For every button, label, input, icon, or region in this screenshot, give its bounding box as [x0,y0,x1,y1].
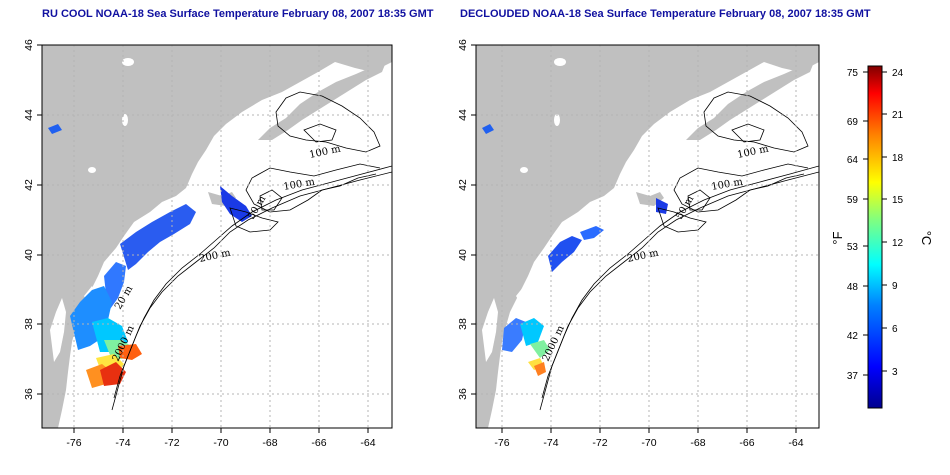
x-tick-label: -68 [690,437,705,449]
left-map-frame [41,44,393,429]
celsius-unit-label: °C [919,231,934,246]
fahrenheit-tick: 69 [847,117,859,128]
land-mass [476,45,819,428]
nova-scotia [686,62,814,140]
y-tick-label: 36 [23,388,35,400]
x-tick-label: -66 [311,437,326,449]
celsius-tick: 24 [892,68,904,79]
y-tick-label: 36 [457,388,469,400]
right-map-panel: 100 m 100 m 50 m 200 m 2000 m -76 -74 -7… [457,39,820,449]
x-tick-label: -68 [262,437,277,449]
grid-lines [476,45,819,428]
celsius-tick: 3 [892,367,898,378]
contour-label: 100 m [711,177,745,193]
x-tick-label: -70 [641,437,656,449]
contour-label: 100 m [736,143,770,160]
x-tick-label: -64 [360,437,375,449]
contour-label: 100 m [283,177,317,193]
land-mass [42,45,392,428]
contour-label: 200 m [626,247,660,264]
colorbar-gradient [867,65,883,409]
fahrenheit-tick: 48 [847,282,859,293]
bathymetry-contours [111,91,392,411]
temperature-colorbar: 75 69 64 59 53 48 42 37 24 21 18 15 12 9… [830,65,934,409]
fahrenheit-unit-label: °F [830,231,845,244]
x-tick-label: -76 [494,437,509,449]
x-tick-label: -72 [164,437,179,449]
x-tick-label: -76 [66,437,81,449]
nova-scotia [258,62,386,140]
left-map-title: RU COOL NOAA-18 Sea Surface Temperature … [42,8,434,20]
grid-lines [42,45,392,428]
y-tick-label: 44 [23,109,35,121]
fahrenheit-tick: 53 [847,242,859,253]
left-map-panel: 100 m 100 m 50 m 200 m 20 m 2000 m -76 -… [23,39,393,449]
fahrenheit-tick: 75 [847,68,859,79]
y-tick-label: 44 [457,109,469,121]
x-tick-label: -72 [592,437,607,449]
y-tick-label: 38 [23,318,35,330]
fahrenheit-tick: 59 [847,195,859,206]
contour-label: 100 m [308,143,342,160]
sst-overlay [482,124,668,376]
fahrenheit-tick: 64 [847,155,859,166]
x-tick-label: -74 [115,437,130,449]
y-tick-label: 46 [457,39,469,51]
y-tick-label: 40 [457,249,469,261]
contour-label: 200 m [198,247,232,264]
fahrenheit-tick: 37 [847,371,859,382]
right-map-frame [475,44,820,429]
x-tick-label: -64 [788,437,803,449]
y-tick-label: 46 [23,39,35,51]
celsius-tick: 12 [892,238,904,249]
sst-overlay [48,124,252,388]
y-tick-label: 38 [457,318,469,330]
celsius-tick: 18 [892,153,904,164]
x-tick-label: -70 [213,437,228,449]
right-map-title: DECLOUDED NOAA-18 Sea Surface Temperatur… [460,8,871,20]
y-tick-label: 42 [457,179,469,191]
x-tick-label: -66 [739,437,754,449]
y-tick-label: 42 [23,179,35,191]
celsius-tick: 21 [892,110,904,121]
x-tick-label: -74 [543,437,558,449]
celsius-tick: 6 [892,324,898,335]
bathymetry-contours [539,91,819,411]
celsius-tick: 9 [892,281,898,292]
contour-label: 50 m [674,194,696,222]
y-tick-label: 40 [23,249,35,261]
celsius-tick: 15 [892,195,904,206]
fahrenheit-tick: 42 [847,331,859,342]
contour-label: 50 m [246,194,268,222]
